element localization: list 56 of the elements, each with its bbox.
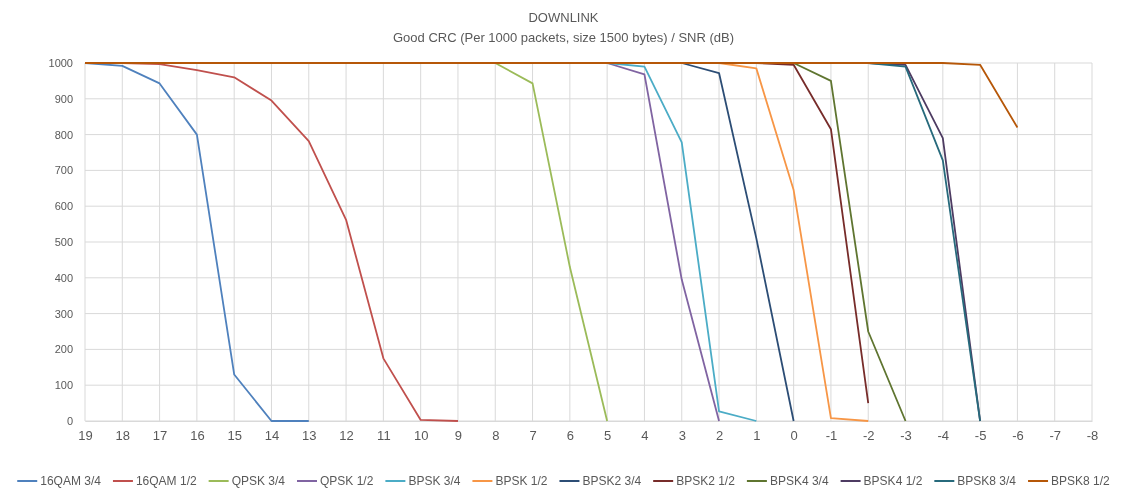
y-tick-label: 100 [54,379,73,392]
x-tick-label: 16 [190,428,205,444]
legend-label: BPSK 1/2 [495,474,548,488]
x-tick-label: 11 [377,428,391,444]
line-series [606,62,720,422]
x-tick-label: 13 [302,428,317,444]
x-tick-label: -8 [1086,428,1099,444]
legend-label: BPSK2 3/4 [582,474,642,488]
x-tick-label: 6 [566,428,574,444]
x-tick-label: 0 [790,428,798,444]
y-tick-label: 800 [54,128,73,141]
y-tick-label: 500 [54,236,73,249]
x-tick-label: -6 [1012,428,1024,444]
x-tick-label: -7 [1049,428,1061,444]
legend-label: BPSK2 1/2 [676,474,736,488]
legend-label: BPSK4 3/4 [769,474,829,488]
y-tick-label: 400 [54,271,73,284]
legend-label: QPSK 3/4 [231,474,286,488]
legend-label: 16QAM 3/4 [40,474,102,488]
x-tick-label: 8 [492,428,500,444]
y-tick-label: 600 [54,200,73,213]
x-tick-label: -5 [974,428,987,444]
y-tick-label: 300 [54,307,73,320]
x-tick-label: 1 [753,428,761,444]
x-tick-label: 7 [529,428,537,444]
x-tick-label: 17 [152,428,168,444]
chart-title: DOWNLINK [528,10,599,25]
line-series [494,62,609,422]
x-tick-label: 10 [413,428,429,444]
x-tick-label: 18 [115,428,131,444]
x-tick-label: 3 [678,428,686,444]
y-tick-label: 0 [66,415,73,428]
x-tick-label: 19 [78,428,93,444]
legend-label: BPSK 3/4 [408,474,461,488]
chart-subtitle: Good CRC (Per 1000 packets, size 1500 bytes) / SNR (dB) [392,30,735,45]
y-tick-label: 200 [54,343,73,356]
legend-label: BPSK8 1/2 [1051,474,1111,488]
legend-label: 16QAM 1/2 [135,474,197,488]
x-tick-label: -1 [825,428,838,444]
x-tick-label: -3 [900,428,912,444]
legend-label: BPSK4 1/2 [863,474,923,488]
x-tick-label: 12 [339,428,354,444]
x-tick-label: 15 [227,428,242,444]
y-tick-label: 700 [54,164,73,177]
line-series [792,62,907,422]
x-tick-label: -2 [862,428,875,444]
y-tick-label: 1000 [48,57,73,70]
x-tick-label: 14 [264,428,280,444]
x-tick-label: 4 [641,428,649,444]
x-tick-label: 5 [604,428,612,444]
legend-label: QPSK 1/2 [320,474,374,488]
x-tick-label: 2 [715,428,724,444]
y-tick-label: 900 [54,92,73,105]
x-tick-label: -4 [937,428,950,444]
x-tick-label: 9 [454,428,463,444]
legend-label: BPSK8 3/4 [957,474,1017,488]
